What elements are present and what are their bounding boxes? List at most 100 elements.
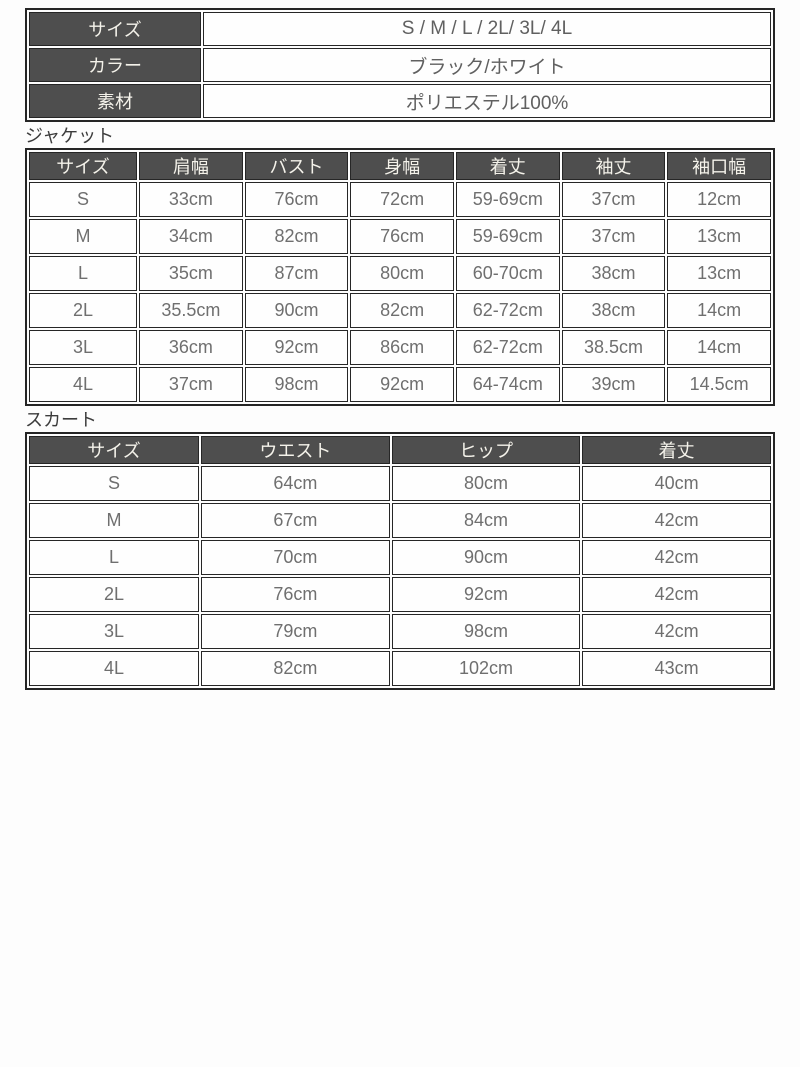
skirt-row-m: M 67cm 84cm 42cm bbox=[29, 503, 771, 538]
jacket-cell: 59-69cm bbox=[455, 182, 560, 217]
jacket-cell: 87cm bbox=[244, 256, 349, 291]
jacket-section-label: ジャケット bbox=[25, 126, 115, 146]
skirt-cell: 43cm bbox=[582, 651, 771, 686]
skirt-cell: 92cm bbox=[391, 577, 581, 612]
jacket-cell: 38cm bbox=[561, 293, 666, 328]
skirt-cell: 102cm bbox=[391, 651, 581, 686]
skirt-cell: S bbox=[29, 466, 199, 501]
jacket-header-length: 着丈 bbox=[455, 152, 560, 180]
jacket-cell: 82cm bbox=[350, 293, 454, 328]
jacket-header-shoulder: 肩幅 bbox=[139, 152, 243, 180]
size-chart-content: サイズ S / M / L / 2L/ 3L/ 4L カラー ブラック/ホワイト… bbox=[25, 8, 775, 690]
jacket-row-l: L 35cm 87cm 80cm 60-70cm 38cm 13cm bbox=[29, 256, 771, 291]
jacket-cell: 2L bbox=[29, 293, 137, 328]
skirt-row-2l: 2L 76cm 92cm 42cm bbox=[29, 577, 771, 612]
jacket-row-3l: 3L 36cm 92cm 86cm 62-72cm 38.5cm 14cm bbox=[29, 330, 771, 365]
skirt-header-waist: ウエスト bbox=[201, 436, 390, 464]
skirt-section-label: スカート bbox=[25, 410, 97, 430]
jacket-cell: 37cm bbox=[561, 182, 666, 217]
skirt-cell: 2L bbox=[29, 577, 199, 612]
skirt-row-s: S 64cm 80cm 40cm bbox=[29, 466, 771, 501]
jacket-cell: 92cm bbox=[350, 367, 454, 402]
skirt-row-4l: 4L 82cm 102cm 43cm bbox=[29, 651, 771, 686]
skirt-cell: 42cm bbox=[582, 614, 771, 649]
jacket-cell: 13cm bbox=[667, 219, 771, 254]
jacket-cell: L bbox=[29, 256, 137, 291]
skirt-header-size: サイズ bbox=[29, 436, 199, 464]
jacket-size-table: サイズ 肩幅 バスト 身幅 着丈 袖丈 袖口幅 S 33cm 76cm 72cm… bbox=[25, 148, 775, 406]
jacket-row-s: S 33cm 76cm 72cm 59-69cm 37cm 12cm bbox=[29, 182, 771, 217]
jacket-cell: 72cm bbox=[350, 182, 454, 217]
product-info-table: サイズ S / M / L / 2L/ 3L/ 4L カラー ブラック/ホワイト… bbox=[25, 8, 775, 122]
jacket-cell: 14cm bbox=[667, 330, 771, 365]
jacket-cell: 37cm bbox=[561, 219, 666, 254]
skirt-cell: 80cm bbox=[391, 466, 581, 501]
info-value-color: ブラック/ホワイト bbox=[203, 48, 771, 82]
jacket-row-2l: 2L 35.5cm 90cm 82cm 62-72cm 38cm 14cm bbox=[29, 293, 771, 328]
jacket-cell: 36cm bbox=[139, 330, 243, 365]
skirt-size-table: サイズ ウエスト ヒップ 着丈 S 64cm 80cm 40cm M 67cm … bbox=[25, 432, 775, 690]
jacket-cell: 14cm bbox=[667, 293, 771, 328]
jacket-cell: 35.5cm bbox=[139, 293, 243, 328]
jacket-cell: 37cm bbox=[139, 367, 243, 402]
skirt-cell: 90cm bbox=[391, 540, 581, 575]
jacket-header-sleeve: 袖丈 bbox=[561, 152, 666, 180]
skirt-cell: 67cm bbox=[201, 503, 390, 538]
jacket-cell: 80cm bbox=[350, 256, 454, 291]
jacket-cell: 12cm bbox=[667, 182, 771, 217]
jacket-cell: 34cm bbox=[139, 219, 243, 254]
skirt-cell: 4L bbox=[29, 651, 199, 686]
jacket-header-size: サイズ bbox=[29, 152, 137, 180]
jacket-cell: 92cm bbox=[244, 330, 349, 365]
skirt-cell: 82cm bbox=[201, 651, 390, 686]
skirt-cell: 70cm bbox=[201, 540, 390, 575]
jacket-cell: 76cm bbox=[350, 219, 454, 254]
jacket-header-body-width: 身幅 bbox=[350, 152, 454, 180]
skirt-cell: 3L bbox=[29, 614, 199, 649]
info-value-material: ポリエステル100% bbox=[203, 84, 771, 118]
info-row-color: カラー ブラック/ホワイト bbox=[29, 48, 771, 82]
skirt-header-length: 着丈 bbox=[582, 436, 771, 464]
skirt-cell: L bbox=[29, 540, 199, 575]
jacket-cell: 86cm bbox=[350, 330, 454, 365]
jacket-cell: 3L bbox=[29, 330, 137, 365]
jacket-cell: 64-74cm bbox=[455, 367, 560, 402]
skirt-cell: 76cm bbox=[201, 577, 390, 612]
jacket-cell: 33cm bbox=[139, 182, 243, 217]
skirt-cell: 84cm bbox=[391, 503, 581, 538]
jacket-cell: 82cm bbox=[244, 219, 349, 254]
info-label-material: 素材 bbox=[29, 84, 201, 118]
jacket-cell: 76cm bbox=[244, 182, 349, 217]
jacket-cell: 59-69cm bbox=[455, 219, 560, 254]
skirt-cell: M bbox=[29, 503, 199, 538]
skirt-cell: 42cm bbox=[582, 503, 771, 538]
jacket-cell: 90cm bbox=[244, 293, 349, 328]
jacket-cell: S bbox=[29, 182, 137, 217]
info-row-size: サイズ S / M / L / 2L/ 3L/ 4L bbox=[29, 12, 771, 46]
jacket-cell: 14.5cm bbox=[667, 367, 771, 402]
jacket-cell: 62-72cm bbox=[455, 330, 560, 365]
jacket-cell: 39cm bbox=[561, 367, 666, 402]
jacket-cell: 35cm bbox=[139, 256, 243, 291]
skirt-cell: 79cm bbox=[201, 614, 390, 649]
jacket-cell: 38.5cm bbox=[561, 330, 666, 365]
jacket-row-m: M 34cm 82cm 76cm 59-69cm 37cm 13cm bbox=[29, 219, 771, 254]
jacket-header-row: サイズ 肩幅 バスト 身幅 着丈 袖丈 袖口幅 bbox=[29, 152, 771, 180]
info-value-size: S / M / L / 2L/ 3L/ 4L bbox=[203, 12, 771, 46]
skirt-cell: 98cm bbox=[391, 614, 581, 649]
skirt-header-row: サイズ ウエスト ヒップ 着丈 bbox=[29, 436, 771, 464]
jacket-cell: 38cm bbox=[561, 256, 666, 291]
jacket-cell: 62-72cm bbox=[455, 293, 560, 328]
skirt-cell: 42cm bbox=[582, 540, 771, 575]
jacket-row-4l: 4L 37cm 98cm 92cm 64-74cm 39cm 14.5cm bbox=[29, 367, 771, 402]
jacket-cell: 13cm bbox=[667, 256, 771, 291]
skirt-cell: 40cm bbox=[582, 466, 771, 501]
skirt-row-l: L 70cm 90cm 42cm bbox=[29, 540, 771, 575]
info-label-size: サイズ bbox=[29, 12, 201, 46]
jacket-header-bust: バスト bbox=[244, 152, 349, 180]
jacket-cell: 60-70cm bbox=[455, 256, 560, 291]
skirt-header-hip: ヒップ bbox=[391, 436, 581, 464]
jacket-cell: M bbox=[29, 219, 137, 254]
jacket-header-cuff-width: 袖口幅 bbox=[667, 152, 771, 180]
